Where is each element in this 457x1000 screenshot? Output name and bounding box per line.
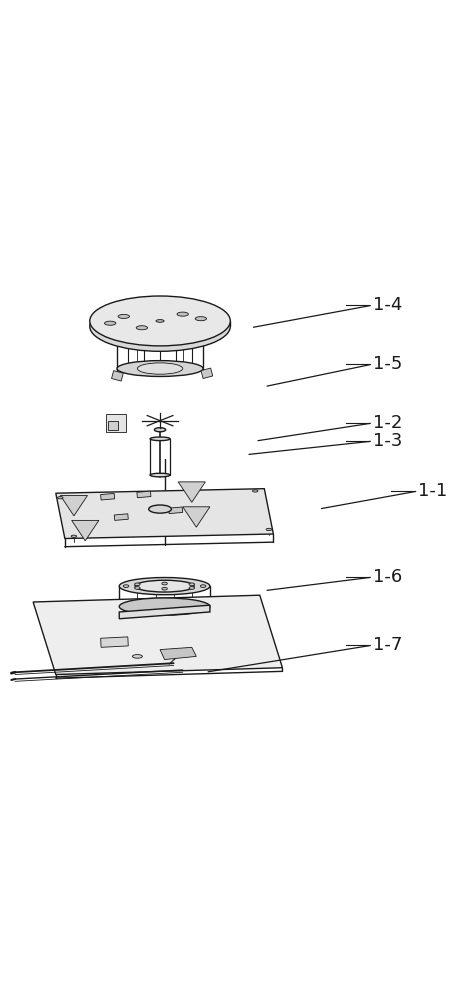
Ellipse shape <box>149 505 171 513</box>
Text: 1-5: 1-5 <box>373 355 403 373</box>
Ellipse shape <box>266 528 271 531</box>
Polygon shape <box>183 507 210 527</box>
Bar <box>201 368 213 379</box>
Ellipse shape <box>253 490 258 492</box>
Bar <box>101 637 128 647</box>
Ellipse shape <box>136 326 148 330</box>
Ellipse shape <box>133 655 143 658</box>
Bar <box>112 371 123 381</box>
Polygon shape <box>56 489 273 539</box>
Bar <box>106 414 126 432</box>
Text: 1-6: 1-6 <box>373 568 402 586</box>
Ellipse shape <box>177 312 188 316</box>
Ellipse shape <box>58 497 63 499</box>
Ellipse shape <box>90 301 230 351</box>
Bar <box>101 493 115 500</box>
Ellipse shape <box>135 580 194 592</box>
Bar <box>108 421 118 430</box>
Ellipse shape <box>135 583 140 586</box>
Ellipse shape <box>150 473 170 477</box>
Ellipse shape <box>90 296 230 346</box>
Polygon shape <box>160 647 197 660</box>
Ellipse shape <box>119 598 210 615</box>
Text: 1-4: 1-4 <box>373 296 403 314</box>
Polygon shape <box>60 495 88 516</box>
Ellipse shape <box>117 361 203 376</box>
Ellipse shape <box>135 587 140 589</box>
Ellipse shape <box>200 585 206 587</box>
Text: 1-2: 1-2 <box>373 414 403 432</box>
Ellipse shape <box>189 583 195 586</box>
Ellipse shape <box>71 535 77 537</box>
Ellipse shape <box>119 578 210 595</box>
Ellipse shape <box>162 587 167 590</box>
Ellipse shape <box>156 320 164 322</box>
Text: 1-7: 1-7 <box>373 636 403 654</box>
Ellipse shape <box>195 317 207 321</box>
Ellipse shape <box>118 314 129 318</box>
Ellipse shape <box>189 587 195 589</box>
Ellipse shape <box>138 363 183 374</box>
Ellipse shape <box>154 428 166 432</box>
Bar <box>169 507 183 514</box>
Ellipse shape <box>105 321 116 325</box>
Ellipse shape <box>123 585 129 587</box>
Polygon shape <box>33 595 282 675</box>
Polygon shape <box>119 605 210 619</box>
Text: 1-3: 1-3 <box>373 432 403 450</box>
Bar <box>114 514 128 520</box>
Ellipse shape <box>162 582 167 585</box>
Polygon shape <box>72 520 99 541</box>
Ellipse shape <box>150 437 170 441</box>
Text: 1-1: 1-1 <box>419 482 448 500</box>
Ellipse shape <box>117 324 203 338</box>
Polygon shape <box>178 482 205 502</box>
Bar <box>137 491 151 498</box>
